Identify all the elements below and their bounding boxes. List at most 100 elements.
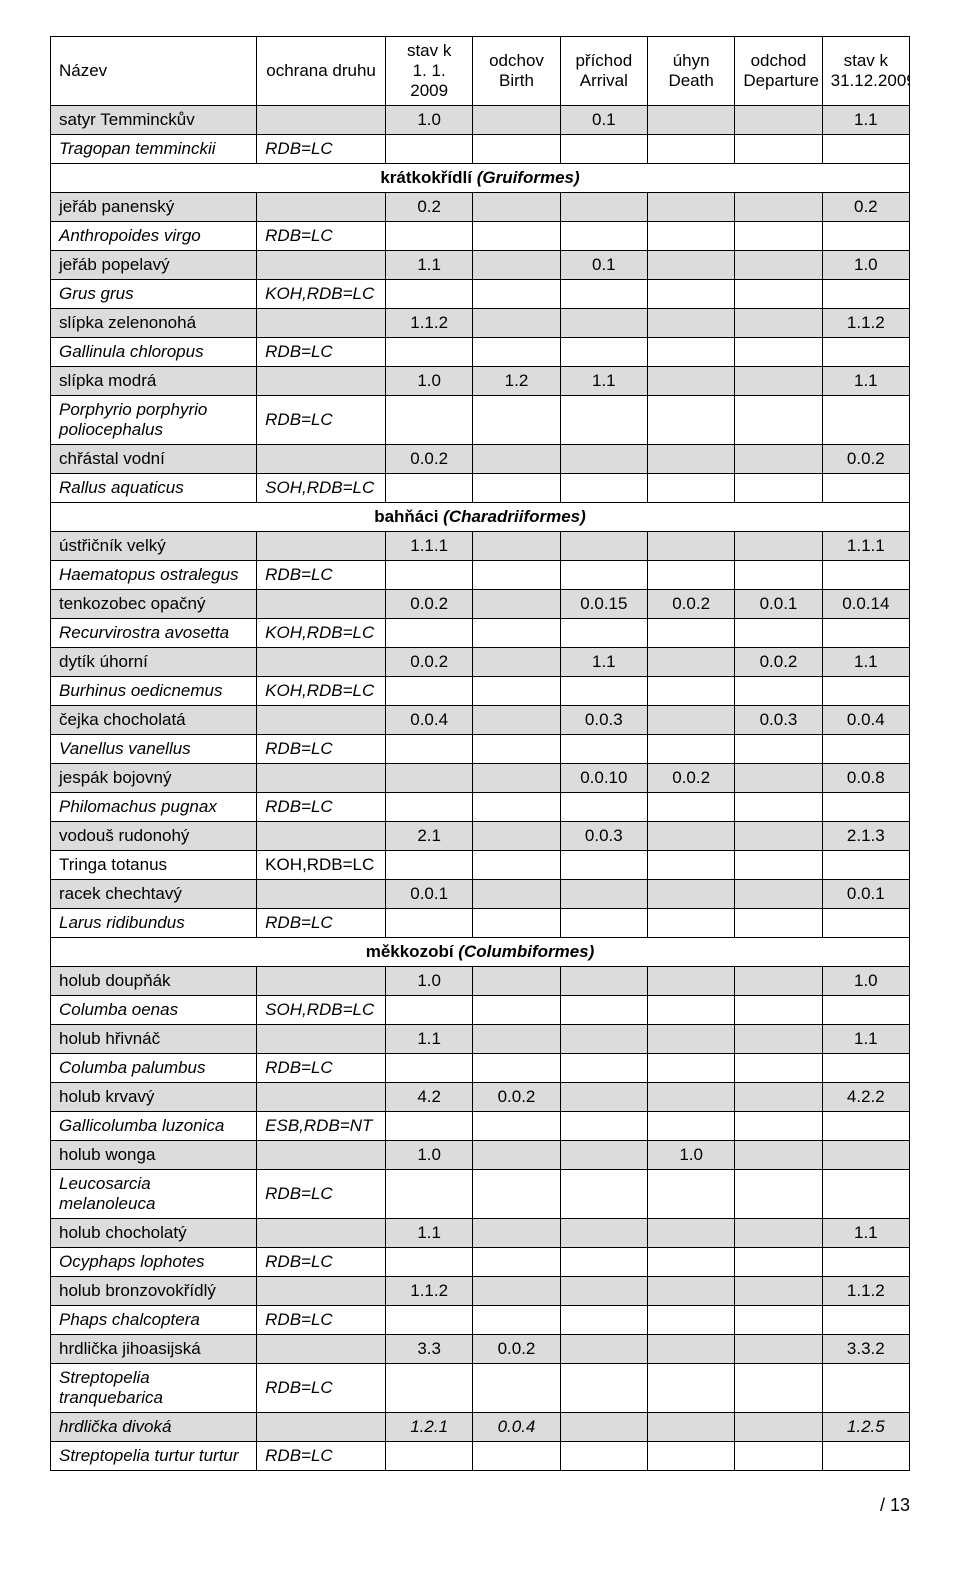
table-row: holub hřivnáč1.11.1 [51, 1025, 910, 1054]
cell-value [735, 251, 822, 280]
cell-value [822, 1112, 909, 1141]
cell-name: Tragopan temminckii [51, 135, 257, 164]
cell-protection: RDB=LC [257, 735, 386, 764]
cell-name: holub krvavý [51, 1083, 257, 1112]
cell-value [647, 1054, 734, 1083]
cell-value: 1.2 [473, 367, 560, 396]
table-row: Ocyphaps lophotesRDB=LC [51, 1248, 910, 1277]
cell-value [735, 309, 822, 338]
table-row: Leucosarcia melanoleucaRDB=LC [51, 1170, 910, 1219]
cell-value: 1.0 [386, 106, 473, 135]
table-row: krátkokřídlí (Gruiformes) [51, 164, 910, 193]
column-header-prot: ochrana druhu [257, 37, 386, 106]
cell-value: 0.0.3 [560, 706, 647, 735]
cell-value [560, 1112, 647, 1141]
cell-name: Grus grus [51, 280, 257, 309]
table-row: jespák bojovný0.0.100.0.20.0.8 [51, 764, 910, 793]
cell-value [735, 396, 822, 445]
cell-value [560, 474, 647, 503]
table-row: Tringa totanusKOH,RDB=LC [51, 851, 910, 880]
cell-name: Columba palumbus [51, 1054, 257, 1083]
cell-value [647, 396, 734, 445]
cell-value [560, 1219, 647, 1248]
cell-value: 0.2 [386, 193, 473, 222]
column-header-arr: příchodArrival [560, 37, 647, 106]
cell-value: 0.0.2 [735, 648, 822, 677]
cell-value [386, 1112, 473, 1141]
cell-value [735, 280, 822, 309]
cell-value [735, 222, 822, 251]
cell-value [647, 1364, 734, 1413]
cell-value: 1.0 [386, 367, 473, 396]
table-row: jeřáb popelavý1.10.11.0 [51, 251, 910, 280]
column-header-dep: odchodDeparture [735, 37, 822, 106]
cell-value [560, 338, 647, 367]
cell-value: 1.0 [822, 251, 909, 280]
cell-protection: RDB=LC [257, 396, 386, 445]
table-row: hrdlička jihoasijská3.30.0.23.3.2 [51, 1335, 910, 1364]
cell-protection: KOH,RDB=LC [257, 677, 386, 706]
cell-value [560, 1277, 647, 1306]
cell-value [386, 735, 473, 764]
cell-value: 0.1 [560, 106, 647, 135]
cell-value [473, 996, 560, 1025]
cell-value [473, 677, 560, 706]
cell-value [473, 135, 560, 164]
cell-value [560, 1141, 647, 1170]
table-row: Haematopus ostralegusRDB=LC [51, 561, 910, 590]
cell-value [735, 106, 822, 135]
cell-value [647, 561, 734, 590]
cell-protection [257, 590, 386, 619]
cell-value: 0.2 [822, 193, 909, 222]
table-row: Streptopelia turtur turturRDB=LC [51, 1442, 910, 1471]
cell-protection [257, 532, 386, 561]
cell-value [473, 1219, 560, 1248]
table-row: holub wonga1.01.0 [51, 1141, 910, 1170]
cell-value: 3.3 [386, 1335, 473, 1364]
cell-value: 0.0.2 [386, 648, 473, 677]
cell-value [647, 280, 734, 309]
cell-value [473, 909, 560, 938]
cell-value: 1.1 [822, 367, 909, 396]
cell-value [822, 474, 909, 503]
cell-value [647, 251, 734, 280]
table-row: Larus ridibundusRDB=LC [51, 909, 910, 938]
cell-value: 0.0.1 [822, 880, 909, 909]
cell-value [647, 1248, 734, 1277]
cell-value [735, 1442, 822, 1471]
cell-value: 1.1 [822, 648, 909, 677]
cell-value [473, 1248, 560, 1277]
cell-value [735, 135, 822, 164]
cell-name: vodouš rudonohý [51, 822, 257, 851]
column-header-s1: stav k1. 1. 2009 [386, 37, 473, 106]
cell-value [647, 648, 734, 677]
cell-protection [257, 367, 386, 396]
cell-value [822, 1306, 909, 1335]
table-row: Rallus aquaticusSOH,RDB=LC [51, 474, 910, 503]
cell-value [735, 561, 822, 590]
cell-name: ústřičník velký [51, 532, 257, 561]
cell-value [473, 1170, 560, 1219]
cell-value [386, 222, 473, 251]
cell-value: 1.1.1 [386, 532, 473, 561]
cell-value [560, 1364, 647, 1413]
cell-protection: KOH,RDB=LC [257, 619, 386, 648]
cell-value: 1.1 [560, 367, 647, 396]
cell-value [560, 193, 647, 222]
cell-value: 1.2.1 [386, 1413, 473, 1442]
cell-protection: RDB=LC [257, 1248, 386, 1277]
cell-value: 0.0.2 [473, 1083, 560, 1112]
cell-value [647, 1025, 734, 1054]
cell-protection: RDB=LC [257, 1442, 386, 1471]
cell-value [647, 880, 734, 909]
cell-value [560, 996, 647, 1025]
table-row: holub krvavý4.20.0.24.2.2 [51, 1083, 910, 1112]
cell-value [386, 1170, 473, 1219]
cell-value [386, 851, 473, 880]
section-header: měkkozobí (Columbiformes) [51, 938, 910, 967]
cell-value: 3.3.2 [822, 1335, 909, 1364]
cell-value [473, 706, 560, 735]
cell-value [647, 367, 734, 396]
cell-name: Rallus aquaticus [51, 474, 257, 503]
cell-protection [257, 706, 386, 735]
